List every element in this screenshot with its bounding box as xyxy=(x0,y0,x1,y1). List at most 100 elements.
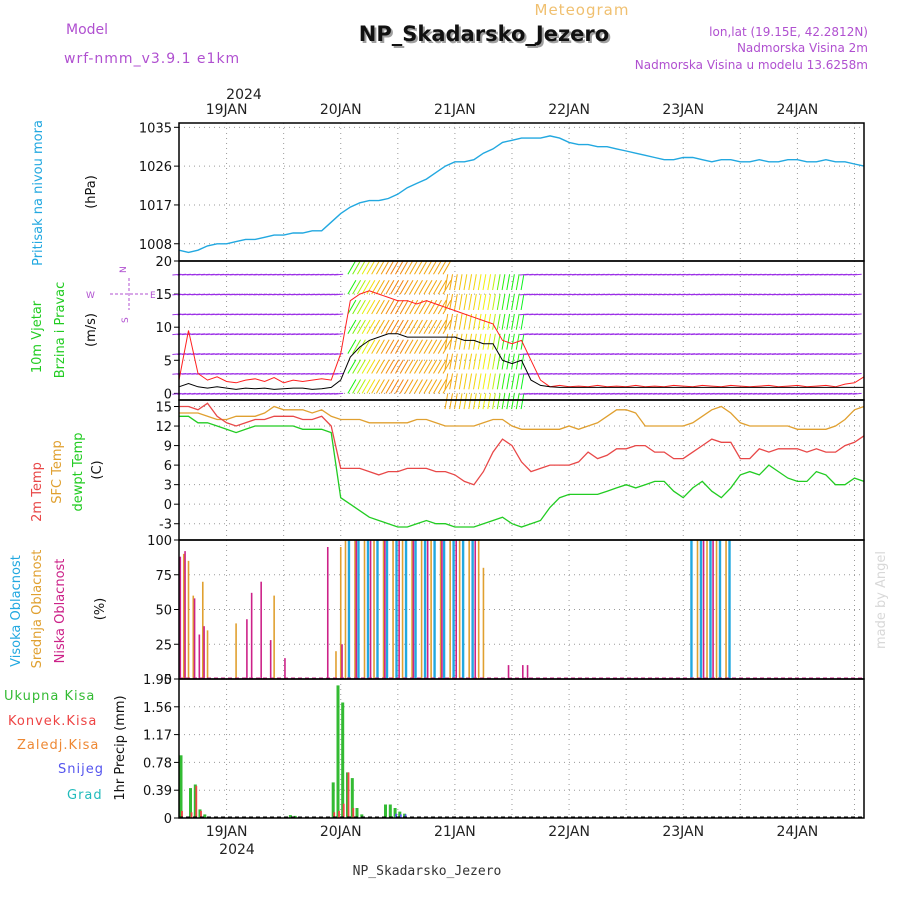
compass-e: E xyxy=(150,291,156,301)
wind-barb xyxy=(375,319,385,335)
wind-barb xyxy=(390,379,400,394)
wind-barb xyxy=(423,379,433,394)
precip-total-bar xyxy=(331,782,335,818)
pressure-line xyxy=(178,135,865,254)
wind-barb xyxy=(433,319,442,335)
wind-barb xyxy=(409,260,419,275)
wind-barb xyxy=(482,353,487,370)
wind-barb xyxy=(458,313,463,330)
wind-barb xyxy=(399,359,409,374)
wind-barb xyxy=(395,260,404,275)
precip-conv-bar xyxy=(190,812,193,818)
wind-barb xyxy=(506,333,511,350)
snow-bar xyxy=(399,814,402,818)
wind-barb xyxy=(433,339,442,354)
wind-barb xyxy=(501,333,506,350)
wind-barb xyxy=(428,359,438,374)
wind-barb xyxy=(449,313,454,330)
wind-barb xyxy=(463,313,468,330)
snow-bar xyxy=(395,813,397,818)
wind-barb xyxy=(352,299,362,315)
compass-w: W xyxy=(86,291,95,301)
wind-barb xyxy=(473,393,477,410)
wind-barb xyxy=(334,293,344,296)
wind-barb xyxy=(496,353,501,370)
wind-barb xyxy=(515,294,520,310)
wind-barb xyxy=(468,393,473,410)
wind-barb xyxy=(352,319,362,335)
wind-barb xyxy=(473,373,477,390)
wind-barb xyxy=(482,294,487,310)
legend-hail: Grad xyxy=(67,788,103,803)
y-tick-label: 12 xyxy=(155,420,172,435)
wind-barb xyxy=(473,294,477,310)
wind-barb xyxy=(404,319,414,335)
wind-barb xyxy=(520,373,525,390)
wind-barb xyxy=(511,313,515,330)
wind-barb xyxy=(520,393,525,410)
wind-barb xyxy=(477,373,482,390)
wind-barb xyxy=(473,333,477,350)
y-tick-label: 75 xyxy=(155,569,172,584)
wind-barb xyxy=(390,260,400,275)
precip-conv-bar xyxy=(200,810,202,818)
wind-barb xyxy=(418,339,428,354)
wind-barb xyxy=(418,359,428,374)
wind-barb xyxy=(347,339,357,354)
precip-conv-bar xyxy=(347,772,350,818)
wind-barb xyxy=(366,319,376,335)
wind-barb xyxy=(356,339,366,354)
precip-total-bar xyxy=(179,755,183,818)
wind-barb xyxy=(442,260,452,275)
wind-barb xyxy=(428,260,438,275)
wind-barb xyxy=(444,393,449,410)
wind-barb xyxy=(454,373,458,390)
cloud-panel-frame xyxy=(178,539,865,680)
precip-total-bar xyxy=(336,685,340,818)
wind-label-1: 10m Vjetar xyxy=(30,300,45,373)
wind-barb xyxy=(433,359,442,374)
wind-barb xyxy=(477,294,482,310)
wind-barb xyxy=(487,294,492,310)
y-tick-label: 15 xyxy=(155,401,172,416)
precip-conv-bar xyxy=(352,808,355,818)
wind-barb xyxy=(361,359,371,374)
y-tick-label: 9 xyxy=(164,440,172,455)
wind-barb xyxy=(371,260,381,275)
wind-barb xyxy=(428,319,438,335)
wind-barb xyxy=(496,294,501,310)
wind-barb xyxy=(501,393,506,410)
wind-barb xyxy=(515,373,520,390)
wind-barb xyxy=(371,339,381,354)
wind-barb xyxy=(385,379,395,394)
wind-barb xyxy=(380,359,390,374)
wind-barb xyxy=(352,379,362,394)
precip-total-bar xyxy=(388,804,392,818)
wind-barb xyxy=(334,333,344,336)
wind-barb xyxy=(356,260,366,275)
wind-barb xyxy=(334,353,344,355)
wind-barb xyxy=(361,339,371,354)
bottom-day-label: 21JAN xyxy=(434,824,476,840)
wind-barb xyxy=(399,339,409,354)
precip-panel-frame xyxy=(178,678,865,819)
wind-barb xyxy=(380,379,390,394)
wind-barb xyxy=(390,279,400,295)
wind-barb xyxy=(463,373,468,390)
wind-panel-frame xyxy=(178,260,865,401)
y-tick-label: 15 xyxy=(155,288,172,303)
wind-barb xyxy=(852,273,862,276)
wind-barb xyxy=(433,379,442,394)
wind-barb xyxy=(404,339,414,354)
wind-barb xyxy=(390,339,400,354)
cloud-unit: (%) xyxy=(93,598,108,621)
wind-barb xyxy=(423,359,433,374)
wind-barb xyxy=(511,274,515,291)
wind-barb xyxy=(473,353,477,370)
wind-barb xyxy=(395,359,404,374)
wind-barb xyxy=(454,393,458,410)
grid-layer xyxy=(174,123,864,819)
model-name: wrf-nmm_v3.9.1 e1km xyxy=(64,51,240,67)
wind-barb xyxy=(366,299,376,315)
